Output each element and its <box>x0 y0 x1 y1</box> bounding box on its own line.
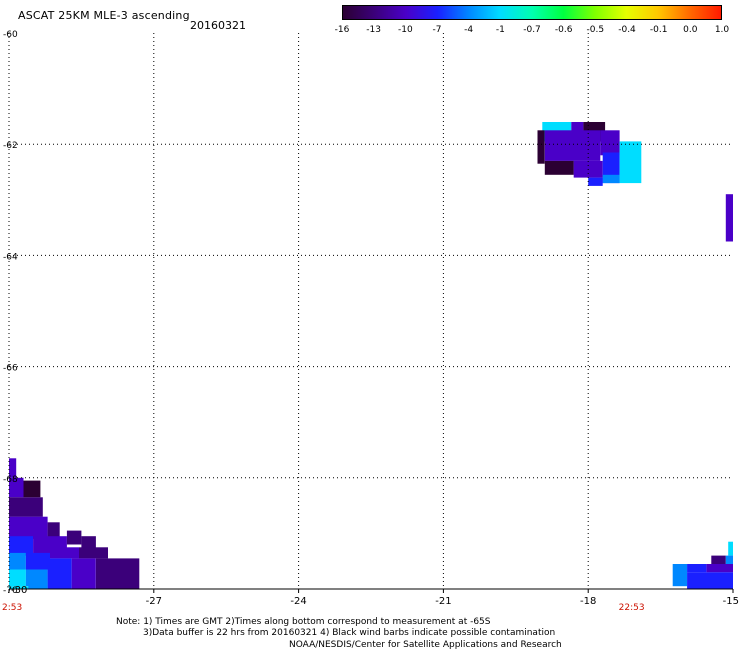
swath-cell <box>711 555 726 567</box>
swath-cell <box>79 547 108 559</box>
swath-cell <box>9 552 26 570</box>
swath-cell <box>9 586 38 589</box>
lat-tick-label: -66 <box>3 364 18 374</box>
colorbar-tick-label: -4 <box>464 25 474 35</box>
swath-cell <box>71 558 96 589</box>
colorbar-tick-label: -0.6 <box>554 25 573 35</box>
swath-cell <box>600 130 620 156</box>
swath-cell <box>725 194 733 242</box>
colorbar-tick-label: 0.0 <box>683 25 698 35</box>
lon-edge-label-right: -15 <box>723 596 739 607</box>
swath-cell <box>9 516 48 539</box>
lon-edge-label-left: -30 <box>11 585 27 596</box>
lat-tick-label: -64 <box>3 252 18 262</box>
lon-tick-label: -27 <box>146 596 162 607</box>
colorbar-tick-label: -1 <box>495 25 505 35</box>
swath-southeast-wedge <box>672 541 733 589</box>
swath-cell <box>687 564 707 573</box>
swath-cell <box>9 477 24 498</box>
swath-cell <box>672 564 688 587</box>
swath-cell <box>619 141 642 153</box>
time-label: 22:53 <box>619 603 645 613</box>
swath-cell <box>47 558 72 589</box>
swath-cell <box>66 530 82 545</box>
colorbar-labels: -16 -13 -10 -7 -4 -1 -0.7 -0.6 -0.5 -0.4 -0.1 0.0 1.… <box>0 25 740 39</box>
swath-cell <box>602 174 620 184</box>
colorbar-tick-label: -10 <box>397 25 413 35</box>
lat-tick-label: -68 <box>3 475 18 485</box>
swath-cell <box>588 177 603 186</box>
gridlines <box>8 33 733 590</box>
swath-cell <box>544 130 601 161</box>
swath-cell <box>28 580 48 589</box>
swath-cell <box>706 564 733 573</box>
colorbar-tick-label: -0.7 <box>523 25 541 35</box>
lon-tick-label: -24 <box>290 596 306 607</box>
swath-cell <box>81 536 96 551</box>
swath-cell <box>9 458 17 478</box>
swath-cell <box>25 552 50 570</box>
swath-cell <box>9 497 43 517</box>
swath-southwest-wedge <box>9 458 140 589</box>
colorbar <box>342 5 722 20</box>
swath-cell <box>728 541 733 556</box>
swath-cell <box>23 480 41 498</box>
swath-cell <box>50 547 79 559</box>
swath-northeast-patch <box>537 122 642 186</box>
swath-cell <box>47 522 60 539</box>
swath-east-strip <box>725 194 733 242</box>
credit-line: NOAA/NESDIS/Center for Satellite Applica… <box>289 640 562 650</box>
colorbar-tick-label: -7 <box>432 25 442 35</box>
product-title: ASCAT 25KM MLE-3 ascending <box>18 9 190 22</box>
swath-cell <box>544 160 574 175</box>
time-label: 2:53 <box>2 603 22 613</box>
swath-cell <box>95 558 140 589</box>
swath-cell <box>725 555 733 567</box>
colorbar-tick-label: -0.4 <box>618 25 636 35</box>
colorbar-tick-label: -0.1 <box>649 25 668 35</box>
lat-tick-label: -60 <box>3 30 18 40</box>
note-line-2: 3)Data buffer is 22 hrs from 20160321 4)… <box>143 628 556 638</box>
colorbar-tick-label: -16 <box>334 25 350 35</box>
note-line-1: Note: 1) Times are GMT 2)Times along bot… <box>116 617 491 627</box>
lat-tick-label: -62 <box>3 141 18 151</box>
swath-cell <box>9 536 34 556</box>
colorbar-tick-label: 1.0 <box>714 25 730 35</box>
swath-cell <box>619 152 642 184</box>
colorbar-tick-label: -13 <box>366 25 382 35</box>
swath-cell <box>537 130 545 164</box>
swath-cell <box>9 569 26 587</box>
lat-tick-label: -70 <box>3 586 18 596</box>
colorbar-tick-label: -0.5 <box>586 25 605 35</box>
swath-cell <box>687 572 733 589</box>
lon-tick-label: -21 <box>435 596 451 607</box>
product-date: 20160321 <box>190 19 246 32</box>
lon-tick-label: -18 <box>580 596 596 607</box>
